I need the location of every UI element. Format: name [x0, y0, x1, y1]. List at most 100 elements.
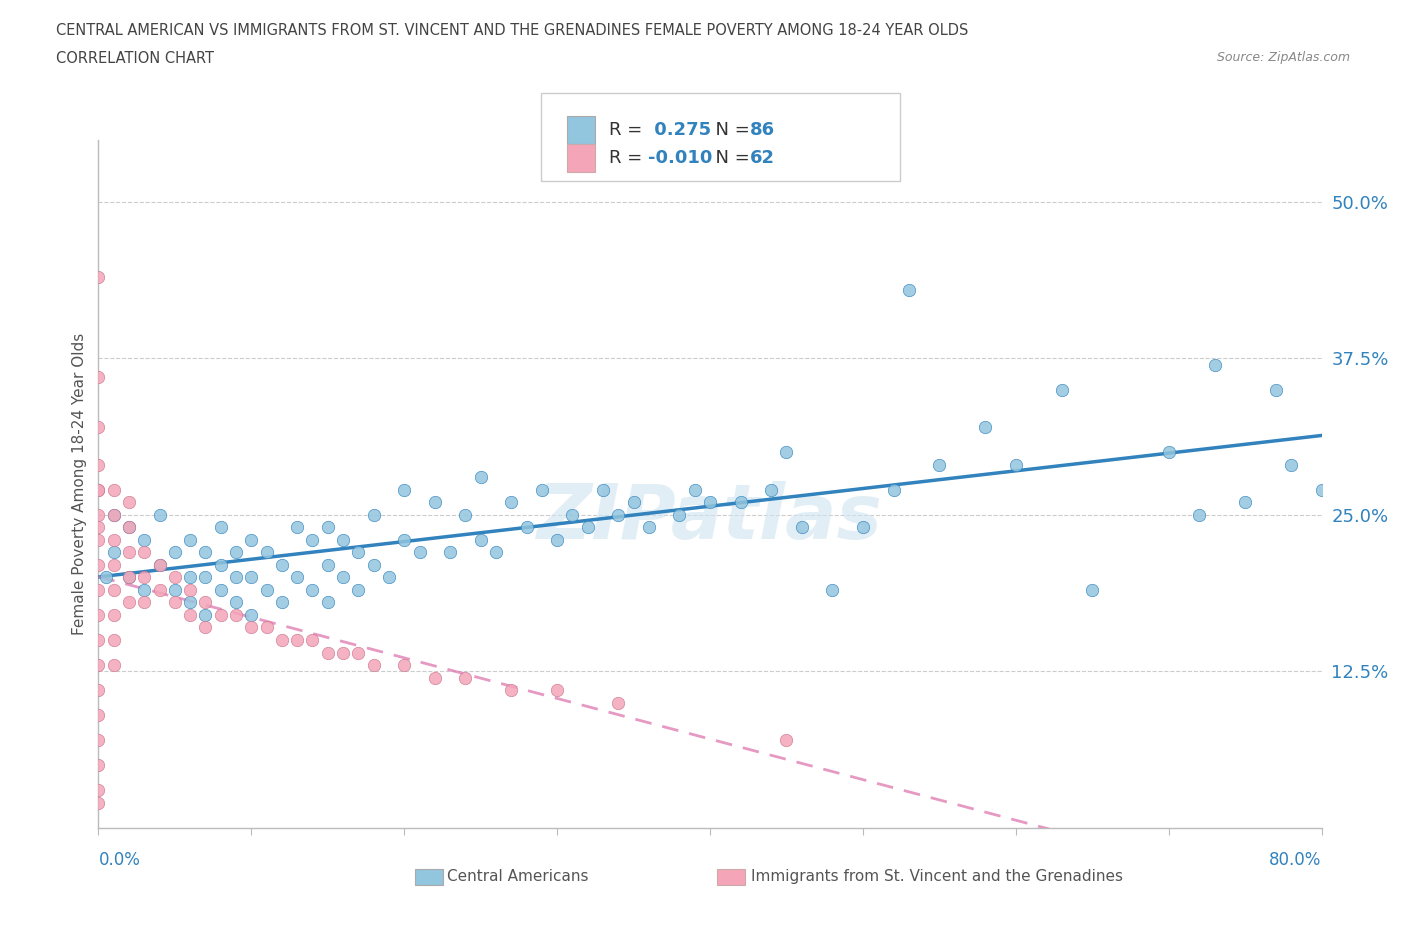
Point [1004, 458, 1026, 472]
Point [607, 695, 630, 710]
Point [470, 533, 492, 548]
Point [454, 508, 477, 523]
Point [103, 545, 125, 560]
Point [592, 483, 614, 498]
Point [301, 632, 323, 647]
Point [270, 557, 292, 572]
Point [790, 520, 813, 535]
Point [118, 495, 141, 510]
Point [194, 607, 217, 622]
Point [103, 557, 125, 572]
Point [256, 545, 278, 560]
Point [134, 545, 156, 560]
Point [194, 545, 217, 560]
Point [256, 582, 278, 597]
Point [637, 520, 661, 535]
Text: CENTRAL AMERICAN VS IMMIGRANTS FROM ST. VINCENT AND THE GRENADINES FEMALE POVERT: CENTRAL AMERICAN VS IMMIGRANTS FROM ST. … [56, 23, 969, 38]
Point [1157, 445, 1180, 459]
Point [974, 419, 997, 434]
Point [852, 520, 875, 535]
Point [87, 508, 110, 523]
Point [103, 508, 125, 523]
Point [1279, 458, 1302, 472]
Point [332, 645, 354, 660]
Text: N =: N = [704, 149, 756, 167]
Text: R =: R = [609, 121, 648, 140]
Point [423, 671, 446, 685]
Point [392, 533, 416, 548]
Point [87, 533, 110, 548]
Point [149, 582, 172, 597]
Point [285, 520, 308, 535]
Point [225, 545, 247, 560]
Point [240, 607, 263, 622]
Point [561, 508, 583, 523]
Point [347, 645, 370, 660]
Point [134, 570, 156, 585]
Text: 0.0%: 0.0% [98, 851, 141, 870]
Point [347, 582, 370, 597]
Point [194, 570, 217, 585]
Point [103, 658, 125, 672]
Point [683, 483, 706, 498]
Point [730, 495, 752, 510]
Y-axis label: Female Poverty Among 18-24 Year Olds: Female Poverty Among 18-24 Year Olds [72, 333, 87, 635]
Point [332, 533, 354, 548]
Text: Immigrants from St. Vincent and the Grenadines: Immigrants from St. Vincent and the Gren… [751, 870, 1123, 884]
Point [118, 570, 141, 585]
Point [316, 595, 339, 610]
Point [118, 570, 141, 585]
Point [179, 570, 201, 585]
Point [240, 620, 263, 635]
Text: N =: N = [704, 121, 756, 140]
Point [759, 483, 782, 498]
Point [87, 607, 110, 622]
Text: -0.010: -0.010 [648, 149, 713, 167]
Point [134, 595, 156, 610]
Point [87, 758, 110, 773]
Point [87, 458, 110, 472]
Point [1050, 382, 1073, 397]
Text: CORRELATION CHART: CORRELATION CHART [56, 51, 214, 66]
Point [607, 508, 630, 523]
Point [699, 495, 721, 510]
Point [87, 270, 110, 285]
Text: Source: ZipAtlas.com: Source: ZipAtlas.com [1216, 51, 1350, 64]
Point [316, 520, 339, 535]
Text: R =: R = [609, 149, 648, 167]
Point [179, 607, 201, 622]
Text: 62: 62 [749, 149, 775, 167]
Point [94, 570, 117, 585]
Point [883, 483, 905, 498]
Text: 86: 86 [749, 121, 775, 140]
Point [87, 520, 110, 535]
Point [87, 708, 110, 723]
Point [225, 570, 247, 585]
Point [454, 671, 477, 685]
Text: ZIPatlas: ZIPatlas [537, 481, 883, 555]
Point [1310, 483, 1333, 498]
Point [1188, 508, 1211, 523]
Point [1264, 382, 1286, 397]
Point [209, 520, 232, 535]
Point [209, 582, 232, 597]
Point [118, 520, 141, 535]
Point [87, 483, 110, 498]
Point [179, 595, 201, 610]
Point [363, 508, 385, 523]
Point [332, 570, 354, 585]
Point [163, 545, 186, 560]
Point [149, 557, 172, 572]
Point [87, 795, 110, 810]
Point [301, 582, 323, 597]
Point [118, 595, 141, 610]
Point [87, 658, 110, 672]
Text: 0.275: 0.275 [648, 121, 711, 140]
Point [256, 620, 278, 635]
Point [87, 683, 110, 698]
Point [149, 557, 172, 572]
Point [240, 533, 263, 548]
Point [103, 533, 125, 548]
Point [225, 595, 247, 610]
Point [439, 545, 461, 560]
